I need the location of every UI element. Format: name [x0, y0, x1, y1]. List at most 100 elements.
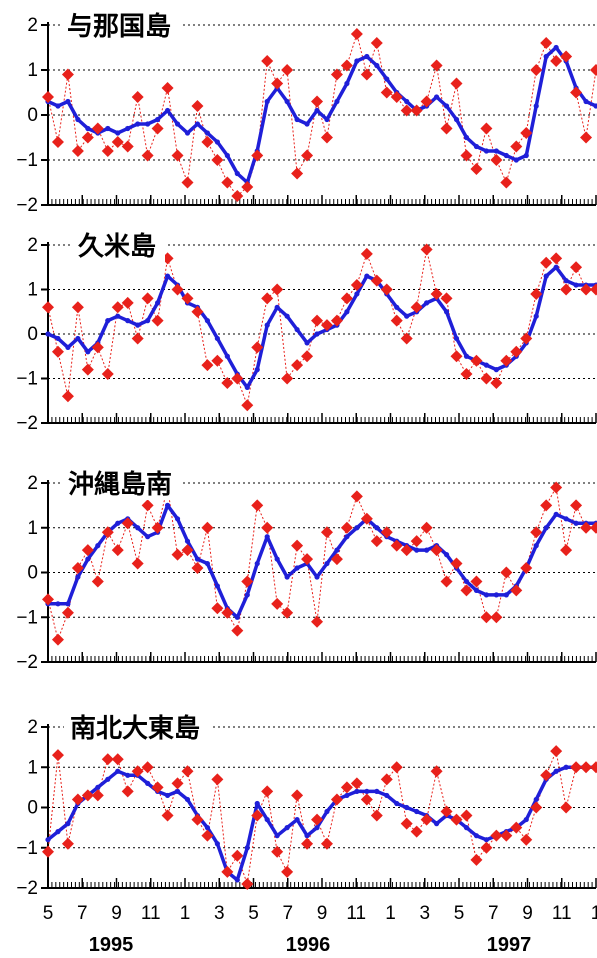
smoothed-point — [224, 353, 230, 359]
observed-point — [231, 849, 244, 862]
smoothed-point — [334, 98, 340, 105]
smoothed-point — [354, 525, 360, 531]
smoothed-point — [155, 300, 161, 306]
smoothed-point — [274, 304, 280, 310]
observed-point — [350, 279, 363, 292]
observed-point — [430, 59, 443, 72]
observed-point — [360, 68, 373, 81]
smoothed-point — [473, 143, 480, 150]
observed-point — [320, 526, 333, 539]
smoothed-series-line — [46, 765, 596, 882]
y-tick-label: 1 — [27, 60, 38, 81]
observed-point — [171, 777, 184, 790]
smoothed-point — [145, 534, 151, 540]
smoothed-point — [553, 264, 559, 270]
observed-point — [410, 104, 423, 117]
observed-point — [340, 521, 353, 534]
x-tick-label: 11 — [346, 903, 366, 924]
y-tick-label: 2 — [27, 235, 38, 256]
smoothed-point — [463, 825, 470, 831]
observed-point — [510, 821, 523, 834]
smoothed-point — [523, 816, 529, 823]
observed-point — [71, 793, 84, 806]
observed-point — [370, 809, 383, 822]
x-tick-label: 5 — [248, 903, 259, 924]
y-tick-label: −1 — [16, 150, 38, 171]
smoothed-point — [394, 800, 400, 807]
smoothed-point — [533, 313, 539, 319]
observed-point — [540, 256, 553, 269]
observed-point — [580, 761, 593, 774]
smoothed-point — [115, 768, 121, 774]
smoothed-point — [264, 534, 270, 540]
smoothed-point — [294, 816, 300, 823]
smoothed-point — [294, 116, 300, 123]
observed-point — [560, 50, 573, 63]
smoothed-series-line — [47, 265, 596, 390]
observed-point — [500, 566, 513, 579]
smoothed-point — [493, 148, 499, 154]
observed-point — [171, 548, 184, 561]
smoothed-point — [503, 152, 509, 159]
observed-point — [171, 283, 184, 296]
observed-point — [281, 606, 294, 619]
smoothed-point — [304, 833, 310, 839]
x-tick-label: 9 — [522, 903, 533, 924]
observed-point — [430, 544, 443, 557]
observed-point — [301, 553, 314, 566]
smoothed-point — [204, 825, 211, 831]
observed-point — [330, 553, 343, 566]
smoothed-point — [414, 547, 420, 553]
smoothed-point — [284, 825, 290, 831]
smoothed-point — [125, 125, 131, 132]
x-tick-label: 7 — [282, 903, 293, 924]
observed-point — [390, 761, 403, 774]
smoothed-point — [55, 335, 61, 342]
observed-point — [81, 131, 94, 144]
observed-point — [520, 833, 533, 846]
observed-series-line — [47, 249, 596, 408]
observed-point — [271, 77, 284, 90]
observed-point — [500, 354, 513, 367]
observed-point — [350, 777, 363, 790]
smoothed-point — [463, 134, 470, 141]
x-tick-label: 11 — [552, 903, 572, 924]
y-tick-label: 0 — [27, 563, 38, 584]
y-tick-label: −1 — [16, 838, 38, 859]
smoothed-point — [334, 547, 340, 553]
observed-point — [430, 287, 443, 300]
observed-point — [241, 877, 254, 890]
smoothed-point — [314, 825, 320, 831]
observed-point — [251, 341, 264, 354]
observed-point — [61, 606, 74, 619]
observed-point — [590, 64, 597, 76]
observed-point — [301, 837, 314, 850]
smoothed-point — [583, 98, 589, 105]
smoothed-point — [573, 520, 579, 526]
observed-point — [51, 749, 64, 762]
smoothed-point — [394, 304, 400, 310]
smoothed-point — [234, 170, 240, 177]
observed-point — [460, 809, 473, 822]
smoothed-point — [155, 116, 161, 123]
observed-point — [271, 597, 284, 610]
smoothed-point — [304, 121, 310, 127]
observed-point — [520, 332, 533, 345]
observed-point — [151, 781, 164, 794]
smoothed-point — [264, 322, 270, 328]
observed-point — [320, 319, 333, 332]
observed-point — [530, 526, 543, 539]
smoothed-point — [254, 800, 260, 807]
smoothed-point — [184, 130, 191, 136]
y-tick-label: −1 — [16, 369, 38, 390]
observed-point — [320, 837, 333, 850]
observed-point — [370, 37, 383, 49]
smoothed-point — [125, 772, 131, 778]
observed-point — [440, 122, 453, 135]
observed-point — [121, 517, 134, 530]
observed-point — [560, 801, 573, 814]
smoothed-point — [254, 367, 260, 373]
smoothed-point — [463, 578, 470, 585]
smoothed-point — [433, 94, 440, 100]
smoothed-point — [493, 367, 499, 373]
